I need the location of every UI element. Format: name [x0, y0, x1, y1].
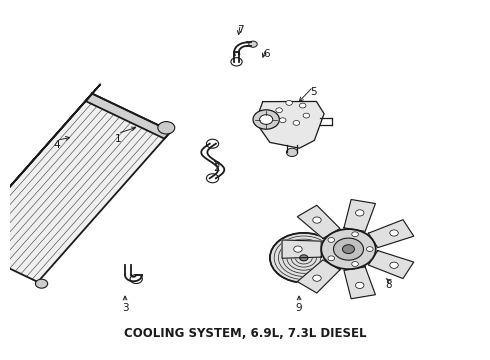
Polygon shape [297, 260, 340, 293]
Text: 5: 5 [310, 87, 317, 97]
Text: 7: 7 [237, 25, 244, 35]
Circle shape [279, 118, 286, 123]
Circle shape [294, 246, 302, 252]
Circle shape [253, 110, 279, 129]
Circle shape [356, 210, 364, 216]
Circle shape [300, 255, 308, 261]
Text: 4: 4 [53, 140, 60, 150]
Circle shape [158, 122, 175, 134]
Circle shape [276, 108, 282, 113]
Circle shape [313, 275, 321, 281]
Circle shape [352, 232, 358, 237]
Circle shape [334, 238, 364, 260]
Text: 1: 1 [115, 134, 122, 144]
Text: 3: 3 [122, 303, 128, 313]
Text: 8: 8 [385, 280, 392, 291]
Circle shape [249, 41, 257, 47]
Circle shape [35, 279, 48, 288]
Circle shape [328, 238, 335, 242]
Circle shape [313, 217, 321, 223]
Polygon shape [297, 205, 340, 238]
Circle shape [293, 121, 300, 125]
Circle shape [367, 247, 373, 252]
Circle shape [356, 282, 364, 288]
Polygon shape [344, 199, 375, 231]
Circle shape [303, 113, 310, 118]
Circle shape [270, 233, 338, 283]
Polygon shape [0, 94, 171, 282]
Polygon shape [255, 102, 324, 148]
Polygon shape [86, 94, 171, 139]
Circle shape [260, 115, 273, 124]
Circle shape [352, 262, 358, 266]
Circle shape [299, 103, 306, 108]
Circle shape [321, 229, 376, 269]
Circle shape [328, 256, 335, 261]
Text: 6: 6 [263, 49, 270, 59]
Circle shape [286, 148, 298, 157]
Circle shape [286, 100, 293, 105]
Polygon shape [0, 84, 100, 244]
Circle shape [390, 262, 398, 268]
Circle shape [343, 245, 354, 253]
Polygon shape [368, 251, 414, 279]
Polygon shape [344, 267, 375, 299]
Text: COOLING SYSTEM, 6.9L, 7.3L DIESEL: COOLING SYSTEM, 6.9L, 7.3L DIESEL [124, 327, 366, 340]
Polygon shape [368, 220, 414, 248]
Polygon shape [282, 240, 321, 258]
Text: 2: 2 [214, 163, 220, 173]
Text: 9: 9 [296, 303, 302, 313]
Circle shape [390, 230, 398, 236]
